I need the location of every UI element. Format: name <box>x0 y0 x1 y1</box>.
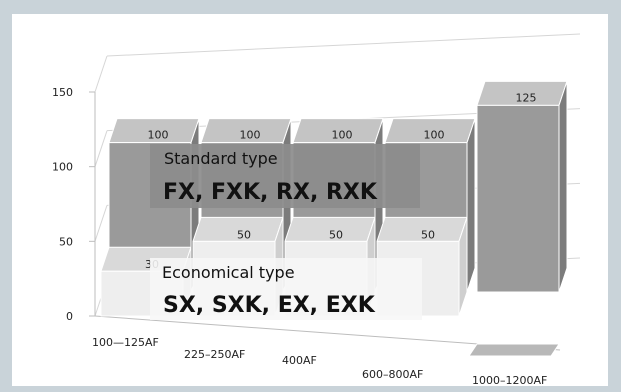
standard-type-label-box <box>150 144 420 208</box>
data-label-standard: 100 <box>240 129 261 142</box>
bar-standard <box>476 104 560 293</box>
standard-type-caption: Standard type <box>164 149 278 168</box>
y-tick-label: 50 <box>59 235 73 248</box>
x-tick-label: 400AF <box>282 354 317 367</box>
economical-type-models: SX, SXK, EX, EXK <box>163 293 376 318</box>
economical-type-caption: Economical type <box>162 263 295 282</box>
x-tick-label: 600–800AF <box>362 368 423 381</box>
economical-type-label-box <box>150 258 422 320</box>
bar-standard-side <box>466 118 476 293</box>
gridline-diagonal <box>94 55 108 93</box>
x-tick-label: 1000–1200AF <box>472 374 547 387</box>
gridline <box>106 33 581 57</box>
bar-standard-side <box>558 80 568 293</box>
data-label-economical: 50 <box>329 228 343 241</box>
empty-floor-tile <box>468 343 560 357</box>
data-label-standard: 125 <box>516 91 537 104</box>
data-label-standard: 100 <box>424 129 445 142</box>
gridline-diagonal <box>94 205 108 242</box>
y-tick-label: 100 <box>52 161 73 174</box>
data-label-standard: 100 <box>148 129 169 142</box>
gridline-diagonal <box>94 130 108 167</box>
y-tick-label: 0 <box>66 310 73 323</box>
x-tick-label: 225–250AF <box>184 348 245 361</box>
y-tick-label: 150 <box>52 86 73 99</box>
data-label-economical: 50 <box>421 228 435 241</box>
x-tick-label: 100—125AF <box>92 336 159 349</box>
data-label-economical: 50 <box>237 228 251 241</box>
data-label-standard: 100 <box>332 129 353 142</box>
standard-type-models: FX, FXK, RX, RXK <box>163 180 378 205</box>
